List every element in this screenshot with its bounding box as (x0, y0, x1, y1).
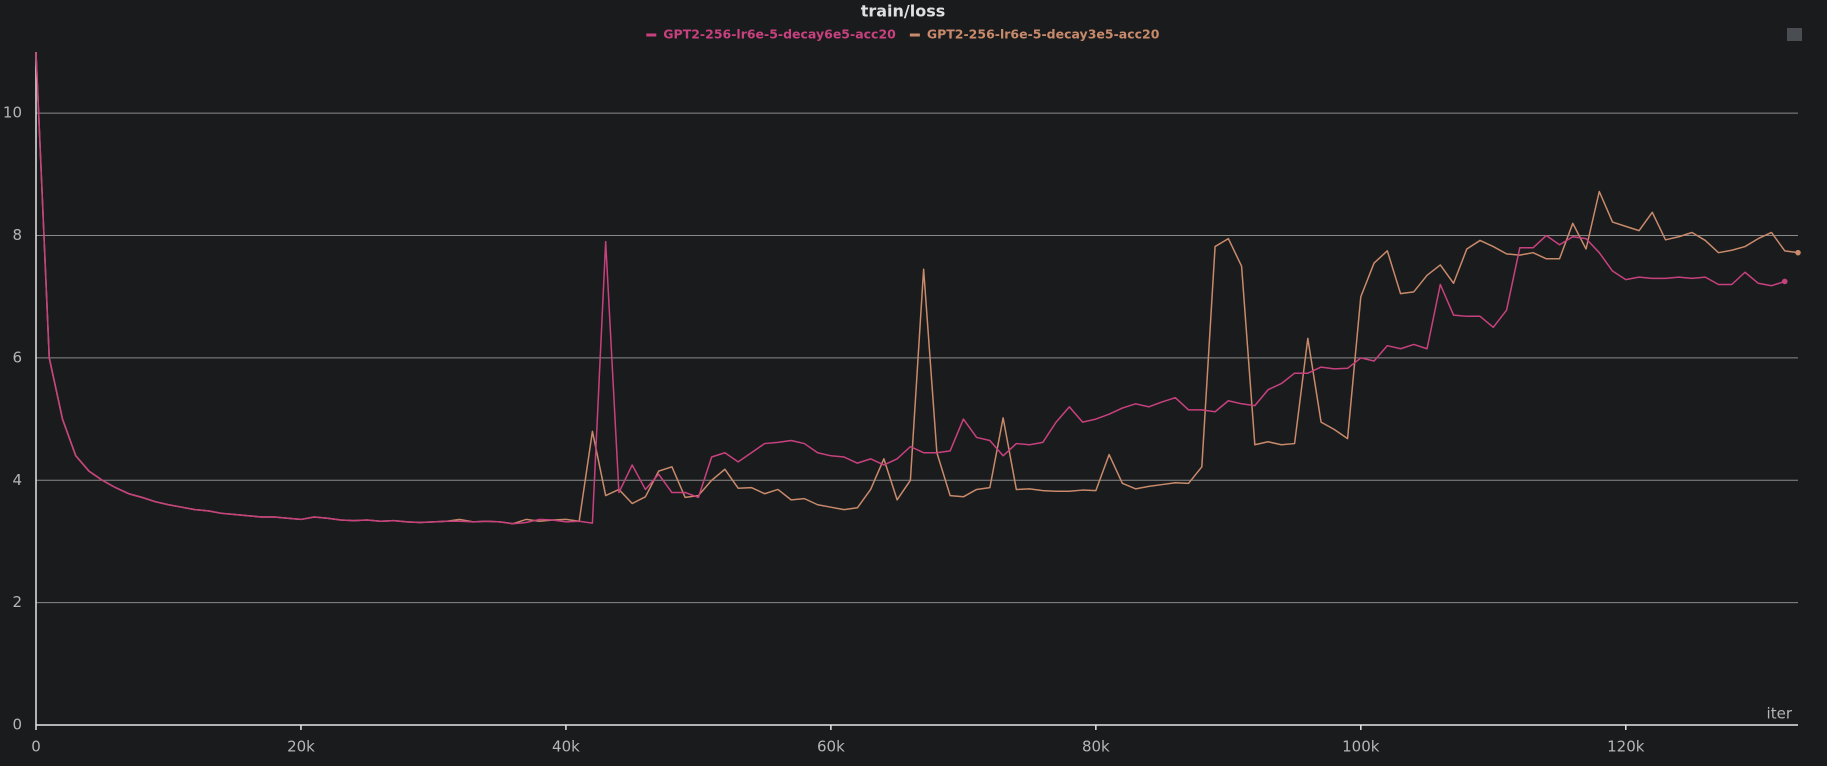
x-tick-label: 100k (1342, 738, 1380, 756)
series-line (35, 51, 1799, 525)
legend-label: GPT2-256-lr6e-5-decay3e5-acc20 (927, 27, 1160, 42)
legend-label: GPT2-256-lr6e-5-decay6e5-acc20 (663, 27, 896, 42)
x-tick-label: 20k (287, 738, 315, 756)
end-point (1795, 249, 1801, 256)
x-tick-label: 80k (1082, 738, 1110, 756)
x-tick-label: 40k (552, 738, 580, 756)
x-tick-label: 120k (1607, 738, 1645, 756)
legend: GPT2-256-lr6e-5-decay6e5-acc20 GPT2-256-l… (646, 27, 1160, 42)
y-tick-label: 4 (12, 471, 22, 489)
series-line (35, 51, 1785, 525)
y-tick-label: 6 (12, 348, 22, 366)
end-point (1781, 278, 1788, 285)
y-tick-label: 10 (3, 104, 22, 122)
x-tick-label: 0 (31, 738, 41, 756)
y-tick-label: 0 (12, 716, 22, 734)
chart-title: train/loss (861, 2, 946, 21)
x-tick-label: 60k (817, 738, 845, 756)
panel-icon[interactable] (1787, 28, 1802, 41)
y-tick-label: 8 (12, 226, 22, 244)
x-axis-label: iter (1767, 705, 1793, 723)
y-tick-label: 2 (12, 593, 22, 611)
